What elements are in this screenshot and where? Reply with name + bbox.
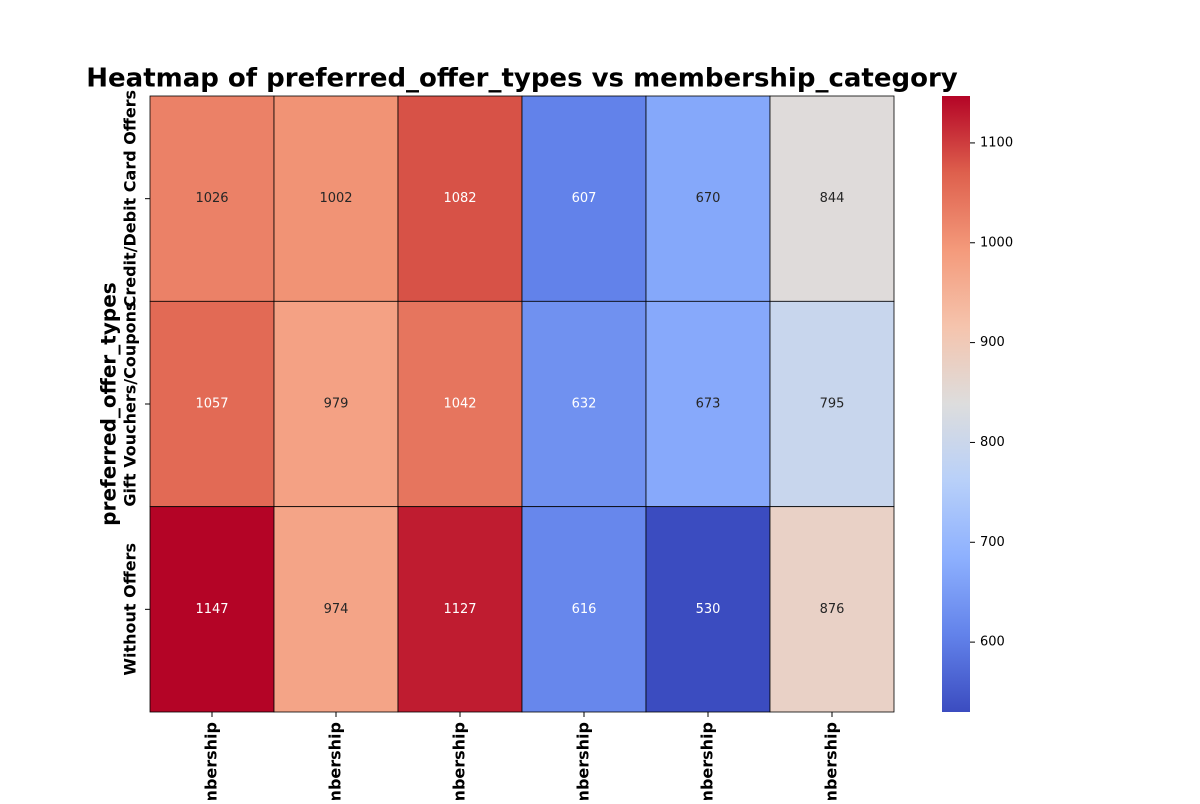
colorbar-tick-label: 900 bbox=[980, 335, 1005, 350]
cell-label: 1002 bbox=[319, 191, 352, 206]
x-tick-label: mbership bbox=[326, 722, 345, 800]
heatmap-cell bbox=[645, 506, 771, 713]
cell-label: 530 bbox=[696, 602, 721, 617]
colorbar-tick-label: 600 bbox=[980, 635, 1005, 650]
cell-label: 795 bbox=[820, 397, 845, 412]
heatmap-cell bbox=[273, 300, 399, 508]
cell-label: 616 bbox=[572, 602, 597, 617]
cell-label: 607 bbox=[572, 191, 597, 206]
cell-label: 876 bbox=[820, 602, 845, 617]
heatmap-cell bbox=[273, 506, 399, 713]
cell-label: 974 bbox=[324, 602, 349, 617]
cell-label: 1057 bbox=[195, 397, 228, 412]
colorbar bbox=[942, 96, 970, 712]
heatmap-cell bbox=[149, 506, 275, 713]
cell-label: 1147 bbox=[195, 602, 228, 617]
x-tick-label: mbership bbox=[450, 722, 469, 800]
heatmap-cell bbox=[397, 506, 523, 713]
x-tick-label: mbership bbox=[574, 722, 593, 800]
cell-label: 844 bbox=[820, 191, 845, 206]
colorbar-tick-label: 1000 bbox=[980, 235, 1013, 250]
cell-label: 1082 bbox=[443, 191, 476, 206]
cell-label: 1127 bbox=[443, 602, 476, 617]
y-tick-label: Credit/Debit Card Offers bbox=[121, 90, 140, 307]
heatmap-cell bbox=[397, 95, 523, 302]
heatmap-cell bbox=[149, 95, 275, 302]
heatmap-cell bbox=[645, 95, 771, 302]
heatmap-cell bbox=[149, 300, 275, 508]
heatmap-cell bbox=[273, 95, 399, 302]
y-tick-label: Without Offers bbox=[121, 543, 140, 676]
cell-label: 979 bbox=[324, 397, 349, 412]
chart-title: Heatmap of preferred_offer_types vs memb… bbox=[86, 64, 958, 94]
heatmap-cell bbox=[769, 506, 895, 713]
cell-label: 1042 bbox=[443, 397, 476, 412]
cell-label: 673 bbox=[696, 397, 721, 412]
x-tick-label: mbership bbox=[202, 722, 221, 800]
colorbar-tick-label: 1100 bbox=[980, 135, 1013, 150]
x-tick-label: mbership bbox=[698, 722, 717, 800]
cell-label: 632 bbox=[572, 397, 597, 412]
y-tick-label: Gift Vouchers/Coupons bbox=[121, 301, 140, 506]
heatmap-cell bbox=[521, 300, 647, 508]
y-axis-label: preferred_offer_types bbox=[97, 282, 121, 525]
heatmap-cell bbox=[521, 95, 647, 302]
cell-label: 670 bbox=[696, 191, 721, 206]
x-tick-label: mbership bbox=[822, 722, 841, 800]
colorbar-tick-label: 800 bbox=[980, 435, 1005, 450]
colorbar-tick-label: 700 bbox=[980, 535, 1005, 550]
heatmap-cell bbox=[769, 95, 895, 302]
cell-label: 1026 bbox=[195, 191, 228, 206]
heatmap-cell bbox=[769, 300, 895, 508]
heatmap-cell bbox=[521, 506, 647, 713]
